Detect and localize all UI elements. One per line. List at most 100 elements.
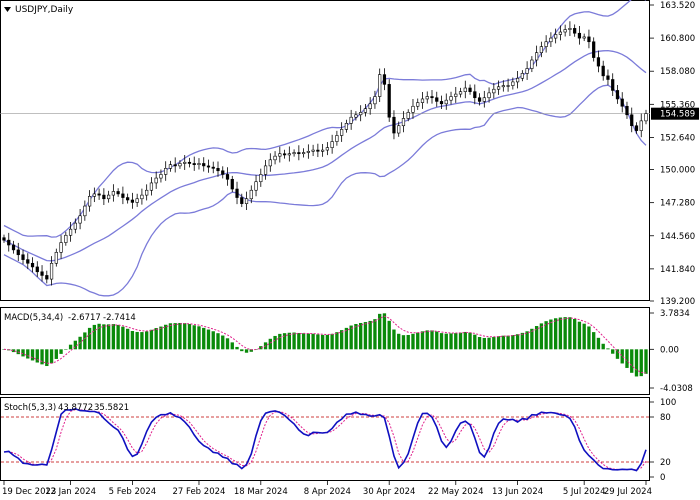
macd-bar [553,318,558,350]
candle [492,83,496,99]
candle [244,191,249,211]
candle-body [363,108,368,113]
candle-body [492,88,496,94]
macd-bar [206,329,211,350]
macd-bar [287,332,291,350]
candle [35,261,39,277]
candle [487,87,491,103]
candle-body [244,198,249,204]
macd-bar [178,322,182,350]
candle [535,45,539,67]
price-tick-label: 160.800 [660,34,695,44]
candle-body [468,87,472,92]
candle [259,168,263,187]
macd-bar [511,335,515,350]
macd-bar [116,324,120,350]
candle [183,155,187,170]
candle [254,175,258,197]
date-tick-label: 13 Jun 2024 [492,487,543,497]
candle [73,218,77,234]
candle [363,104,368,117]
date-tick-label: 8 Apr 2024 [304,487,351,497]
macd-bar [449,333,453,350]
macd-bar [458,332,463,350]
macd-bar [311,333,315,350]
macd-bar [306,333,311,350]
candle [178,160,182,169]
candle-body [449,96,453,101]
candle-body [406,112,410,119]
macd-bar [320,334,325,350]
candle [16,242,20,262]
candle-body [615,90,620,100]
candle [111,184,115,202]
candle-body [577,32,582,39]
candle [525,61,529,80]
candle-body [140,194,144,200]
candle [340,122,344,142]
candle-body [311,149,315,152]
macd-bar [382,313,387,350]
candle-body [21,254,25,260]
macd-bar [530,328,534,350]
candle-body [225,174,230,180]
macd-bar [335,332,339,350]
macd-bar [221,335,225,350]
candle-body [240,197,244,204]
candle-body [321,149,325,152]
price-layer [0,0,650,297]
macd-bar [268,338,272,350]
macd-tick-label: 3.7834 [660,309,690,319]
macd-bar [644,349,648,374]
candle-body [83,205,87,217]
macd-bar [573,318,577,350]
candle [354,111,358,121]
candle-body [330,141,334,148]
candle [40,265,44,282]
candle-body [630,114,634,127]
candle-body [73,222,77,230]
candle [573,24,577,37]
candle [225,167,230,186]
date-tick-label: 29 Jul 2024 [604,487,652,497]
candle [420,91,425,109]
macd-bar [520,332,525,350]
candle [373,90,377,109]
macd-bar [549,319,553,350]
date-tick-label: 12 Jan 2024 [45,487,96,497]
candle-body [211,166,215,169]
macd-bar [183,323,187,350]
candle-body [359,112,363,116]
candle [121,186,125,205]
candle-body [126,197,130,201]
candle-body [582,36,586,39]
stoch-pane-title: Stoch(5,3,3) [4,403,56,413]
candle [126,193,130,204]
macd-bar [187,323,192,350]
chart-menu-triangle-icon[interactable] [4,7,11,12]
candle [554,28,558,44]
candle-body [192,163,196,165]
candle-body [477,97,482,102]
macd-bar [606,348,610,350]
candle-body [511,81,515,86]
candle-body [54,252,58,264]
price-tick-label: 139.200 [660,297,695,307]
candle [416,98,420,110]
macd-bar [30,349,35,361]
candle-body [216,168,220,172]
candle-body [473,91,477,99]
macd-bar [35,349,39,363]
candle [473,84,477,105]
candle-body [325,147,329,151]
candle [397,121,401,137]
date-tick-label: 18 Mar 2024 [234,487,288,497]
candle-body [254,181,258,191]
candle [2,234,6,243]
macd-bar [349,325,353,350]
candle-body [273,155,277,161]
macd-layer [2,313,648,377]
candle [83,200,87,221]
candle [292,149,296,157]
candle [297,145,301,161]
